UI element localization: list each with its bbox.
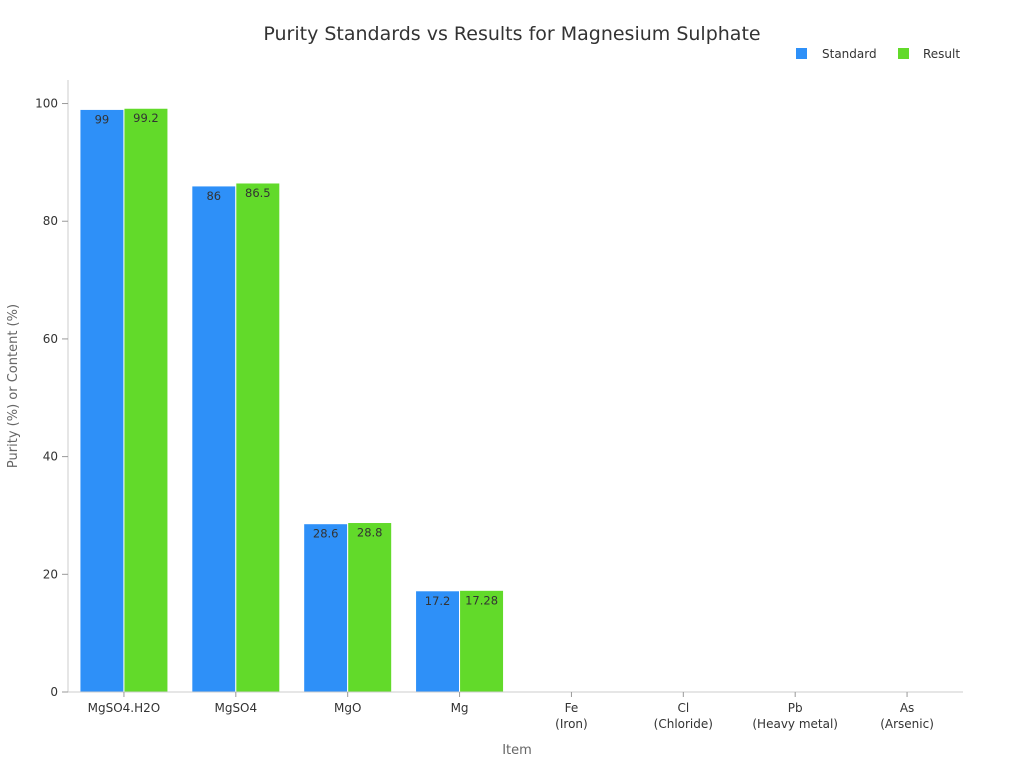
bars	[79, 107, 505, 693]
x-tick-label: MgSO4	[214, 701, 257, 715]
data-label-result: 86.5	[245, 186, 271, 200]
x-tick-label: Cl	[677, 701, 689, 715]
y-axis: 0 20 40 60 80 100	[35, 80, 69, 699]
data-label-result: 99.2	[133, 111, 159, 125]
data-labels: 99 99.2 86 86.5 28.6 28.8 17.2 17.28	[95, 111, 498, 608]
y-tick-label: 40	[43, 450, 58, 464]
bar-standard	[191, 185, 237, 693]
data-label-result: 17.28	[465, 593, 498, 607]
data-label-standard: 86	[206, 189, 221, 203]
y-tick-label: 20	[43, 567, 58, 581]
y-tick-label: 100	[35, 97, 58, 111]
x-tick-label: As	[900, 701, 914, 715]
legend-swatch-result	[898, 48, 909, 59]
x-tick-label: (Chloride)	[654, 717, 713, 731]
x-tick-label: MgSO4.H2O	[88, 701, 161, 715]
chart-title: Purity Standards vs Results for Magnesiu…	[263, 23, 760, 45]
bar-standard	[303, 523, 349, 693]
legend: Standard Result	[796, 47, 960, 61]
y-tick-label: 0	[50, 685, 58, 699]
x-tick-label: (Iron)	[555, 717, 588, 731]
bar-result	[347, 522, 393, 693]
x-tick-label: (Arsenic)	[880, 717, 934, 731]
data-label-standard: 99	[95, 112, 110, 126]
y-axis-title: Purity (%) or Content (%)	[6, 304, 21, 468]
x-tick-label: Mg	[451, 701, 469, 715]
data-label-result: 28.8	[357, 526, 383, 540]
x-tick-label: Fe	[565, 701, 579, 715]
bar-result	[235, 182, 281, 693]
y-tick-label: 60	[43, 332, 58, 346]
bar-result	[459, 589, 505, 693]
x-tick-label: MgO	[334, 701, 361, 715]
legend-swatch-standard	[796, 48, 807, 59]
data-label-standard: 17.2	[425, 594, 451, 608]
y-tick-label: 80	[43, 214, 58, 228]
legend-label-result: Result	[923, 47, 960, 61]
x-axis: MgSO4.H2O MgSO4 MgO Mg Fe (Iron) Cl (Chloride) P…	[68, 691, 963, 731]
x-tick-label: Pb	[788, 701, 803, 715]
x-tick-label: (Heavy metal)	[752, 717, 838, 731]
bar-standard	[79, 108, 125, 693]
x-axis-title: Item	[502, 743, 532, 758]
bar-result	[123, 107, 169, 693]
legend-label-standard: Standard	[822, 47, 877, 61]
data-label-standard: 28.6	[313, 527, 339, 541]
